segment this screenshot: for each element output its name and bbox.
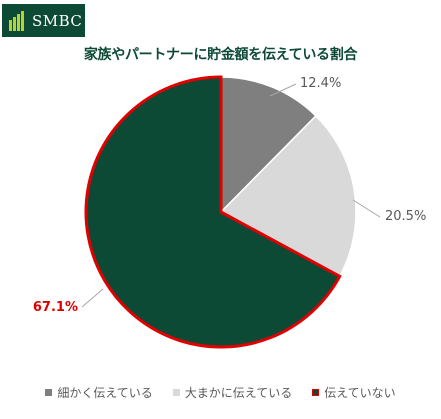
- leader-line-detailed: [269, 83, 297, 97]
- legend-item-roughly: 大まかに伝えている: [172, 384, 293, 401]
- chart-legend: 細かく伝えている 大まかに伝えている 伝えていない: [0, 384, 441, 401]
- legend-swatch-not-telling: [312, 389, 320, 396]
- data-label-detailed: 12.4%: [300, 76, 341, 91]
- pie-slice-not-telling: [84, 75, 342, 349]
- data-label-not-telling: 67.1%: [33, 300, 78, 315]
- pie-slice-detailed: [220, 76, 317, 214]
- chart-title: 家族やパートナーに貯金額を伝えている割合: [83, 47, 358, 63]
- legend-label-roughly: 大まかに伝えている: [184, 386, 293, 400]
- legend-swatch-roughly: [172, 389, 180, 396]
- leader-line-not-telling: [81, 288, 104, 308]
- legend-label-detailed: 細かく伝えている: [57, 386, 153, 400]
- legend-swatch-detailed: [45, 389, 53, 396]
- leader-line-roughly: [352, 199, 381, 218]
- legend-item-detailed: 細かく伝えている: [45, 384, 153, 401]
- pie-slice-roughly: [219, 114, 357, 278]
- smbc-logo-icon: [9, 10, 24, 31]
- legend-item-not-telling: 伝えていない: [312, 384, 396, 401]
- smbc-logo: SMBC: [2, 4, 85, 37]
- legend-label-not-telling: 伝えていない: [324, 386, 396, 400]
- data-label-roughly: 20.5%: [385, 209, 426, 224]
- smbc-logo-text: SMBC: [32, 11, 83, 30]
